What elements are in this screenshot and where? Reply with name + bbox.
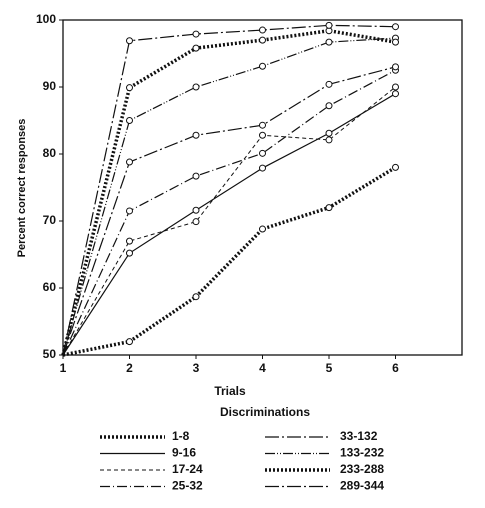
legend-label: 1-8 xyxy=(172,429,190,443)
data-point xyxy=(392,83,399,91)
data-point xyxy=(325,136,333,144)
y-tick-label: 100 xyxy=(36,12,56,26)
series-line xyxy=(62,93,396,356)
data-point xyxy=(192,172,200,180)
x-tick-label: 1 xyxy=(60,361,67,375)
y-tick-label: 60 xyxy=(43,280,57,294)
y-axis-label: Percent correct responses xyxy=(16,119,28,258)
series-line xyxy=(62,165,397,357)
x-axis-label: Trials xyxy=(214,384,246,398)
data-point xyxy=(192,293,200,301)
data-point xyxy=(192,218,200,226)
legend-label: 233-288 xyxy=(340,462,384,476)
data-point xyxy=(392,63,399,71)
data-point xyxy=(259,164,266,172)
data-point xyxy=(259,36,266,44)
data-point xyxy=(259,131,266,139)
series-line xyxy=(62,69,396,356)
data-point xyxy=(392,38,399,46)
series-line xyxy=(62,37,396,356)
data-point xyxy=(126,338,133,346)
data-point xyxy=(126,158,133,166)
data-point xyxy=(126,117,133,124)
series-line xyxy=(62,86,396,356)
data-point xyxy=(325,38,333,46)
data-point xyxy=(126,249,133,257)
data-point xyxy=(192,83,200,91)
series-line xyxy=(61,28,396,356)
data-point xyxy=(192,44,200,52)
y-tick-label: 70 xyxy=(43,213,57,227)
x-tick-label: 4 xyxy=(259,361,266,375)
x-tick-label: 5 xyxy=(326,361,333,375)
y-tick-label: 50 xyxy=(43,347,57,361)
y-tick-label: 90 xyxy=(43,79,57,93)
data-point xyxy=(192,30,200,38)
y-tick-label: 80 xyxy=(43,146,57,160)
x-tick-label: 3 xyxy=(193,361,200,375)
data-point xyxy=(325,129,333,137)
legend-title: Discriminations xyxy=(220,405,310,419)
data-point xyxy=(392,90,399,98)
data-point xyxy=(259,62,266,70)
series-line xyxy=(62,24,396,356)
legend-label: 289-344 xyxy=(340,479,384,493)
data-point xyxy=(325,80,333,88)
data-point xyxy=(192,131,200,139)
data-point xyxy=(259,26,266,34)
legend-label: 9-16 xyxy=(172,446,196,460)
legend-label: 25-32 xyxy=(172,479,203,493)
data-point xyxy=(126,237,133,245)
data-point xyxy=(126,37,133,45)
x-tick-label: 2 xyxy=(126,361,133,375)
data-point xyxy=(192,206,200,214)
x-tick-label: 6 xyxy=(392,361,399,375)
data-point xyxy=(325,204,333,212)
legend-label: 133-232 xyxy=(340,446,384,460)
series-line xyxy=(62,66,396,356)
data-point xyxy=(325,102,333,110)
data-point xyxy=(259,225,266,233)
legend-label: 17-24 xyxy=(172,462,203,476)
data-point xyxy=(126,84,133,92)
data-point xyxy=(259,149,266,157)
data-point xyxy=(259,121,266,129)
data-point xyxy=(126,207,133,215)
data-point xyxy=(392,23,399,31)
data-point xyxy=(325,21,333,29)
legend-label: 33-132 xyxy=(340,429,378,443)
data-point xyxy=(392,163,399,171)
